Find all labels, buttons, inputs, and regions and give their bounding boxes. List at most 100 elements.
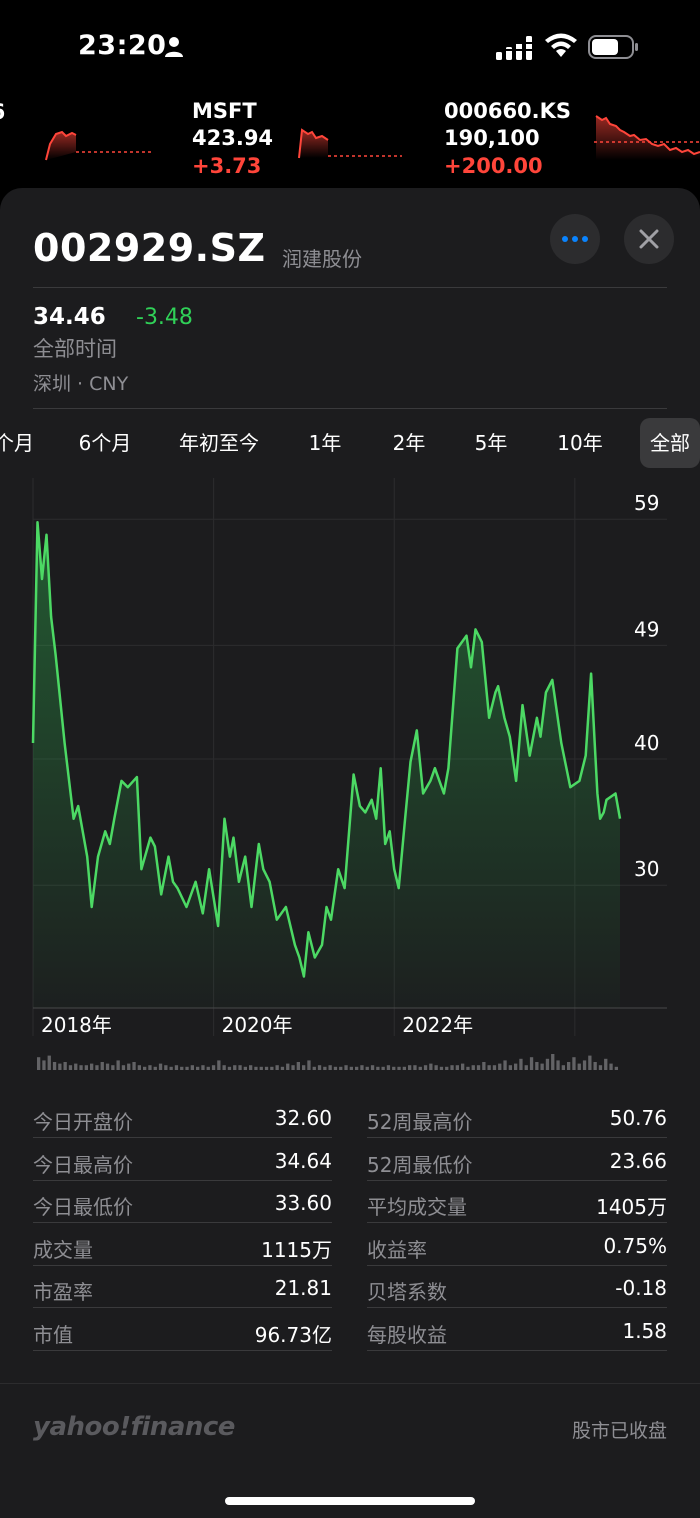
volume-bar [95, 1065, 99, 1070]
stat-label: 每股收益 [367, 1323, 447, 1347]
stat-value: 34.64 [274, 1148, 332, 1173]
volume-bar [455, 1065, 459, 1070]
volume-bar [68, 1065, 73, 1070]
stat-value: 96.73亿 [254, 1323, 332, 1347]
volume-bar [249, 1065, 253, 1070]
volume-bar [291, 1065, 295, 1070]
tab-ytd[interactable]: 年初至今 [179, 431, 259, 455]
volume-bar [434, 1065, 438, 1070]
stat-row: 市盈率 21.81 [33, 1266, 332, 1309]
volume-bar [545, 1058, 550, 1070]
volume-bar [471, 1065, 475, 1070]
ticker-price: 423.94 [192, 126, 274, 150]
stat-label: 市值 [33, 1323, 73, 1347]
stat-value: 32.60 [274, 1106, 332, 1130]
stat-label: 52周最低价 [367, 1152, 473, 1177]
stat-value: 1405万 [596, 1195, 667, 1220]
exchange-label: 深圳 · CNY [33, 373, 129, 395]
volume-bar [328, 1065, 332, 1070]
volume-bar [164, 1065, 168, 1070]
volume-bar [227, 1066, 232, 1070]
volume-bar [408, 1065, 412, 1070]
stock-symbol: 002929.SZ [33, 226, 266, 270]
volume-bar [259, 1066, 263, 1070]
volume-bar [355, 1066, 359, 1070]
volume-bar [333, 1066, 338, 1070]
y-tick-label: 40 [634, 731, 659, 755]
volume-bar [217, 1060, 221, 1070]
more-button[interactable] [550, 214, 600, 264]
volume-bar [370, 1065, 375, 1070]
yahoo-finance-logo[interactable]: yahoo!finance [33, 1412, 235, 1442]
stat-label: 今日最低价 [33, 1195, 133, 1220]
x-tick-label: 2018年 [41, 1013, 112, 1037]
ticker-change: +3.73 [192, 154, 262, 178]
stock-detail-sheet: 002929.SZ 润建股份 34.46 -3.48 全部时间 深圳 · CNY… [0, 188, 700, 1518]
volume-bar [105, 1063, 110, 1070]
stat-row: 市值 96.73亿 [33, 1309, 332, 1351]
volume-bar [498, 1063, 502, 1070]
volume-bar [535, 1062, 539, 1070]
range-tabs: 个月 6个月 年初至今 1年 2年 5年 10年 全部 [0, 418, 700, 468]
price-chart-svg: 59 49 40 30 2018年 2020年 2022年 [31, 478, 667, 1070]
wifi-icon [545, 33, 577, 57]
volume-bar [79, 1065, 83, 1070]
ticker-item[interactable]: 000660.KS 190,100 +200.00 [444, 98, 571, 180]
volume-bar [466, 1066, 470, 1070]
x-tick-label: 2022年 [402, 1013, 473, 1037]
volume-bar [280, 1066, 285, 1070]
stat-value: 1115万 [261, 1237, 332, 1262]
volume-bar [476, 1065, 481, 1070]
tab-10y[interactable]: 10年 [557, 431, 603, 455]
volume-bar [445, 1066, 449, 1070]
volume-bar [577, 1063, 581, 1070]
divider [33, 408, 667, 409]
volume-bar [609, 1063, 613, 1070]
stat-row: 贝塔系数 -0.18 [367, 1266, 667, 1309]
volume-bar [376, 1066, 380, 1070]
volume-bar [111, 1065, 115, 1070]
close-icon [639, 229, 659, 249]
volume-bar [349, 1066, 353, 1070]
volume-bar [302, 1065, 306, 1070]
volume-bar [524, 1065, 528, 1070]
home-indicator[interactable] [225, 1497, 475, 1505]
ticker-strip[interactable]: 36 0 MSFT 423.94 +3.73 000660.KS 190,100… [0, 90, 700, 188]
volume-bar [339, 1066, 343, 1070]
ticker-item[interactable]: MSFT 423.94 +3.73 [192, 98, 273, 180]
tab-5y[interactable]: 5年 [474, 431, 508, 455]
close-button[interactable] [624, 214, 674, 264]
volume-bar [514, 1063, 518, 1070]
price-chart[interactable]: 59 49 40 30 2018年 2020年 2022年 [0, 468, 700, 1088]
tab-range[interactable]: 个月 [0, 431, 34, 455]
volume-bar [243, 1066, 247, 1070]
volume-bar [148, 1065, 152, 1070]
y-tick-label: 30 [634, 857, 659, 881]
volume-bar [344, 1065, 348, 1070]
volume-bar [572, 1057, 576, 1070]
volume-bar [402, 1066, 406, 1070]
stat-label: 今日最高价 [33, 1152, 133, 1177]
volume-bar [529, 1057, 534, 1070]
tab-2y[interactable]: 2年 [392, 431, 426, 455]
ticker-item[interactable]: 36 0 [0, 98, 5, 154]
tab-all[interactable]: 全部 [640, 418, 700, 468]
volume-bar [413, 1065, 417, 1070]
volume-bar [143, 1066, 147, 1070]
volume-bar [286, 1063, 290, 1070]
range-label: 全部时间 [33, 337, 117, 361]
stat-label: 贝塔系数 [367, 1280, 447, 1305]
stat-row: 成交量 1115万 [33, 1224, 332, 1266]
volume-bar [132, 1062, 136, 1070]
volume-bar [275, 1065, 279, 1070]
tab-1y[interactable]: 1年 [308, 431, 342, 455]
volume-bar [58, 1063, 62, 1070]
stat-value: 23.66 [609, 1148, 667, 1173]
volume-bar [365, 1066, 369, 1070]
tab-6m[interactable]: 6个月 [78, 431, 132, 455]
volume-bar [614, 1066, 618, 1070]
volume-bar [561, 1065, 565, 1070]
stat-row: 收益率 0.75% [367, 1224, 667, 1266]
stat-value: -0.18 [615, 1276, 667, 1301]
ticker-symbol: MSFT [192, 99, 257, 123]
